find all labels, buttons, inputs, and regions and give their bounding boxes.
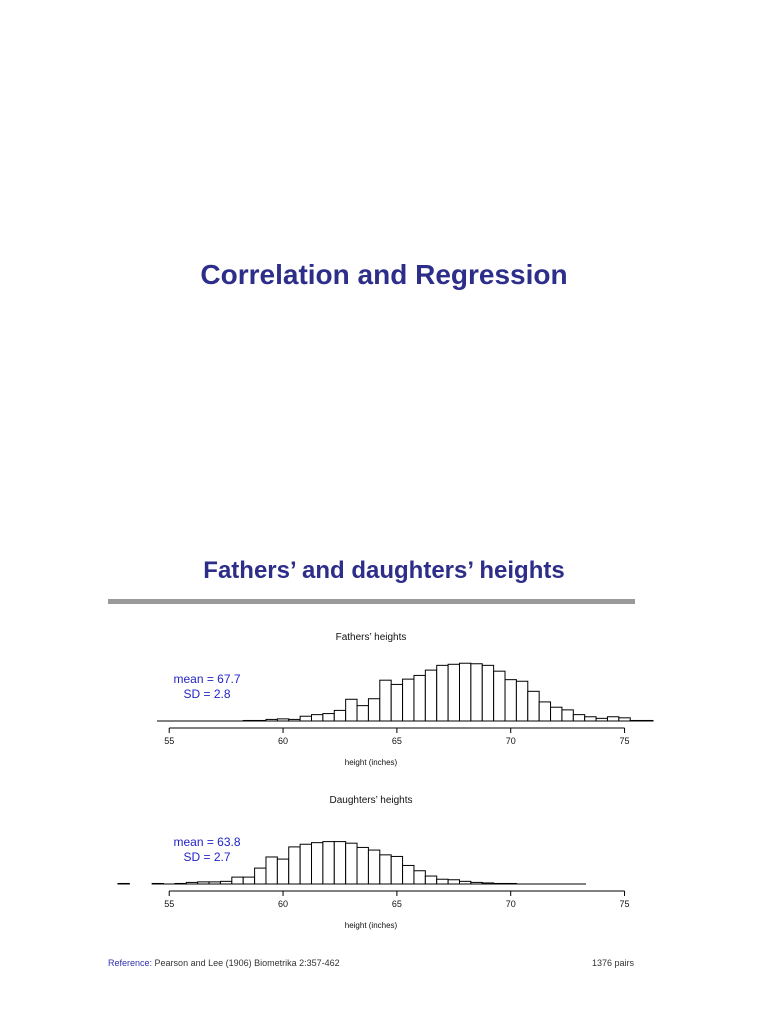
histogram-bar xyxy=(242,719,256,722)
histogram-bar xyxy=(447,879,460,885)
histogram-bar xyxy=(299,715,313,722)
histogram-bar xyxy=(345,842,358,885)
histogram-bar xyxy=(322,713,335,722)
histogram-bar xyxy=(390,855,404,885)
x-tick-label: 65 xyxy=(392,899,402,909)
histogram-bar xyxy=(527,690,540,722)
histogram-bar xyxy=(481,664,495,722)
histogram-bar xyxy=(333,841,347,885)
histogram-bar xyxy=(265,718,278,722)
chart-title: Daughters’ heights xyxy=(329,795,412,806)
histogram-bar xyxy=(402,678,415,722)
histogram-bar xyxy=(322,841,335,885)
x-tick-label: 55 xyxy=(164,736,174,746)
histogram-bar xyxy=(379,679,392,722)
histogram-bar xyxy=(299,843,313,885)
histogram-bar xyxy=(447,663,460,722)
histogram-bar xyxy=(504,679,517,722)
histogram-bar xyxy=(595,717,608,722)
histogram-bar xyxy=(470,881,483,885)
reference-text: Pearson and Lee (1906) Biometrika 2:357-… xyxy=(154,958,340,968)
histogram-bar xyxy=(185,881,199,885)
slide-title: Fathers’ and daughters’ heights xyxy=(203,557,565,584)
histogram-bar xyxy=(413,870,426,885)
histogram-bar xyxy=(288,846,301,885)
histogram-bar xyxy=(367,849,381,885)
histogram-bar xyxy=(356,705,369,722)
histogram-bar xyxy=(493,882,506,885)
histogram-bar xyxy=(311,714,324,722)
histogram-bar xyxy=(242,876,256,885)
histogram-bar xyxy=(504,882,517,885)
histogram-bar xyxy=(219,880,233,885)
histogram-bar xyxy=(424,669,438,722)
histogram-bar xyxy=(470,663,483,722)
histogram-bar xyxy=(254,867,267,885)
histogram-bar xyxy=(458,662,472,722)
x-axis-label: height (inches) xyxy=(345,758,398,767)
x-tick-label: 70 xyxy=(506,899,516,909)
x-tick-label: 60 xyxy=(278,736,288,746)
histogram-bar xyxy=(572,714,586,722)
histogram-bar xyxy=(424,875,438,885)
histogram-bar xyxy=(379,854,392,885)
histogram-bar xyxy=(641,719,654,722)
histogram-bar xyxy=(458,880,472,885)
histogram-bar xyxy=(584,716,597,722)
pairs-note: 1376 pairs xyxy=(591,958,634,968)
histogram-bar xyxy=(276,718,290,722)
histogram-bar xyxy=(151,882,165,885)
histogram-bar xyxy=(629,719,643,722)
histogram-bar xyxy=(493,670,506,722)
reference-note: Reference: Pearson and Lee (1906) Biomet… xyxy=(108,958,340,968)
histogram-bar xyxy=(288,718,301,722)
x-tick-label: 65 xyxy=(392,736,402,746)
sd-annotation: SD = 2.7 xyxy=(183,850,230,864)
histogram-bar xyxy=(413,674,426,722)
x-tick-label: 60 xyxy=(278,899,288,909)
histogram-bar xyxy=(367,698,381,722)
x-tick-label: 75 xyxy=(620,899,630,909)
mean-annotation: mean = 63.8 xyxy=(173,835,240,849)
x-tick-label: 55 xyxy=(164,899,174,909)
histogram-bar xyxy=(561,709,574,722)
histogram-bar xyxy=(515,680,529,722)
histogram-bar xyxy=(208,881,221,885)
x-tick-label: 75 xyxy=(620,736,630,746)
histogram-bar xyxy=(231,876,244,885)
chart-title: Fathers’ heights xyxy=(336,632,407,643)
histogram-bar xyxy=(254,719,267,722)
histogram-bar xyxy=(436,664,449,722)
histogram-bar xyxy=(117,882,130,885)
page-title: Correlation and Regression xyxy=(200,259,568,290)
histogram-bar xyxy=(538,701,552,722)
histogram-bar xyxy=(550,706,563,722)
histogram-bar xyxy=(174,882,187,885)
histogram-bar xyxy=(333,709,347,722)
histogram-bar xyxy=(197,881,210,885)
mean-annotation: mean = 67.7 xyxy=(173,672,240,686)
histogram-bar xyxy=(618,717,631,722)
histogram-bar xyxy=(356,846,369,885)
histogram-bar xyxy=(345,698,358,722)
fathers-histogram: Fathers’ heights 55 60 65 70 75 height (inches… xyxy=(157,632,654,767)
histogram-bar xyxy=(265,856,278,885)
x-tick-label: 70 xyxy=(506,736,516,746)
histogram-bar xyxy=(436,878,449,885)
histogram-bar xyxy=(402,864,415,885)
histogram-bar xyxy=(481,882,495,885)
title-rule xyxy=(108,599,635,604)
sd-annotation: SD = 2.8 xyxy=(183,687,230,701)
histogram-bar xyxy=(390,683,404,722)
histogram-bar xyxy=(311,842,324,885)
x-axis-label: height (inches) xyxy=(345,921,398,930)
histogram-bar xyxy=(606,716,620,722)
daughters-histogram: Daughters’ heights 55 60 65 70 75 height (inch… xyxy=(117,795,630,930)
reference-label: Reference: xyxy=(108,958,153,968)
histogram-bar xyxy=(276,858,290,885)
